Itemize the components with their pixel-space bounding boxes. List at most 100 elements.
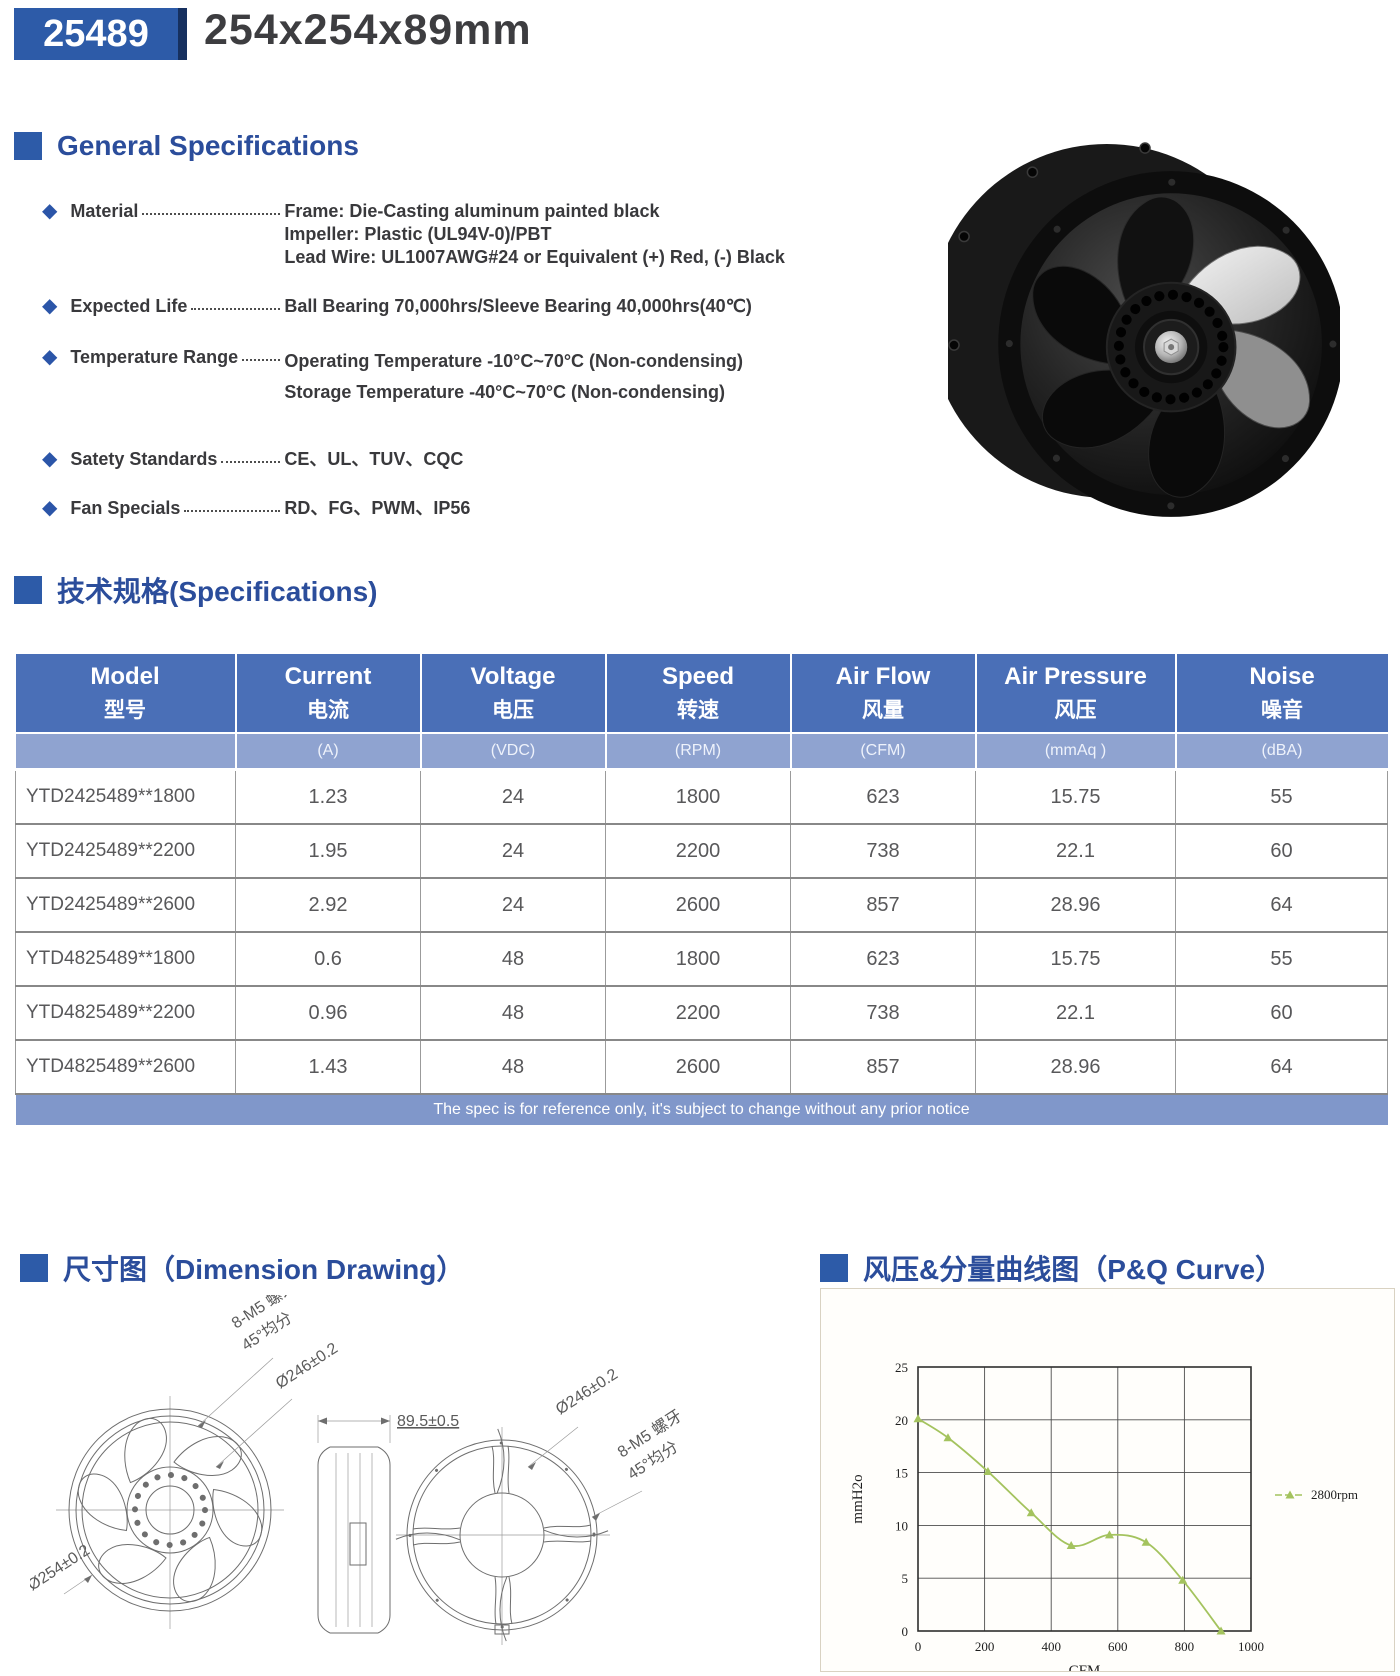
rear-view: Ø246±0.2 8-M5 螺牙 45°均分 bbox=[395, 1366, 685, 1645]
value-cell: 28.96 bbox=[975, 877, 1176, 933]
model-code-badge: 25489 bbox=[14, 8, 187, 60]
table-units-row: (A) (VDC) (RPM) (CFM) (mmAq ) (dBA) bbox=[15, 732, 1388, 771]
value-cell: 2200 bbox=[605, 985, 791, 1041]
spec-row-safety-standards: ◆ Satety Standards CE、UL、TUV、CQC bbox=[42, 448, 942, 471]
value-cell: 24 bbox=[420, 769, 606, 825]
section-title: 风压&分量曲线图（P&Q Curve） bbox=[863, 1254, 1284, 1285]
unit-cell: (mmAq ) bbox=[975, 732, 1177, 771]
section-general-specifications: General Specifications bbox=[14, 130, 359, 162]
unit-cell: (A) bbox=[235, 732, 422, 771]
value-cell: 2200 bbox=[605, 823, 791, 879]
spec-line: Frame: Die-Casting aluminum painted blac… bbox=[284, 201, 660, 221]
value-cell: 64 bbox=[1175, 877, 1388, 933]
spec-row-fan-specials: ◆ Fan Specials RD、FG、PWM、IP56 bbox=[42, 497, 942, 520]
value-cell: 28.96 bbox=[975, 1039, 1176, 1095]
value-cell: 1.95 bbox=[235, 823, 421, 879]
diamond-bullet-icon: ◆ bbox=[42, 295, 58, 317]
model-cell: YTD2425489**2200 bbox=[15, 823, 236, 879]
svg-text:800: 800 bbox=[1175, 1639, 1195, 1654]
dim-rear-dia-label: Ø246±0.2 bbox=[553, 1366, 621, 1419]
value-cell: 0.6 bbox=[235, 931, 421, 987]
unit-cell: (CFM) bbox=[790, 732, 977, 771]
svg-text:20: 20 bbox=[895, 1413, 908, 1428]
section-title: 尺寸图（Dimension Drawing） bbox=[63, 1254, 465, 1285]
value-cell: 1800 bbox=[605, 931, 791, 987]
spec-label: Satety Standards bbox=[70, 449, 218, 469]
general-spec-list: ◆ Material Frame: Die-Casting aluminum p… bbox=[42, 200, 942, 520]
value-cell: 2600 bbox=[605, 1039, 791, 1095]
value-cell: 738 bbox=[790, 823, 976, 879]
section-marker-icon bbox=[14, 132, 42, 160]
value-cell: 24 bbox=[420, 877, 606, 933]
col-header-model: Model 型号 bbox=[15, 654, 237, 733]
section-marker-icon bbox=[20, 1254, 48, 1282]
spec-value: RD、FG、PWM、IP56 bbox=[284, 497, 470, 520]
dim-side-width-label: 89.5±0.5 bbox=[397, 1413, 459, 1430]
page-title: 254x254x89mm bbox=[204, 6, 532, 54]
svg-text:15: 15 bbox=[895, 1466, 908, 1481]
specifications-table: Model 型号 Current 电流 Voltage 电压 Speed 转速 Air … bbox=[15, 654, 1388, 1125]
section-title: General Specifications bbox=[57, 130, 359, 161]
unit-cell: (VDC) bbox=[420, 732, 607, 771]
section-title: 技术规格(Specifications) bbox=[57, 576, 378, 607]
col-header-airpressure: Air Pressure 风压 bbox=[975, 654, 1177, 733]
svg-text:25: 25 bbox=[895, 1360, 908, 1375]
svg-text:600: 600 bbox=[1108, 1639, 1128, 1654]
value-cell: 2.92 bbox=[235, 877, 421, 933]
value-cell: 857 bbox=[790, 877, 976, 933]
spec-line: RD、FG、PWM、IP56 bbox=[284, 498, 471, 518]
value-cell: 15.75 bbox=[975, 931, 1176, 987]
front-view: 8-M5 螺牙 45°均分 Ø246±0.2 Ø254±0.2 bbox=[30, 1295, 341, 1629]
spec-value: Ball Bearing 70,000hrs/Sleeve Bearing 40… bbox=[284, 295, 751, 318]
table-footer-row: The spec is for reference only, it's sub… bbox=[15, 1094, 1388, 1125]
pq-curve-plot: 0 200 400 600 800 1000 0 5 10 15 20 25 CFM mmH2o 2800r… bbox=[850, 1360, 1358, 1676]
section-pq-curve: 风压&分量曲线图（P&Q Curve） bbox=[820, 1248, 1283, 1288]
spec-label: Expected Life bbox=[70, 296, 188, 316]
dotted-leader bbox=[221, 448, 281, 463]
table-row: YTD2425489**2600 2.92 24 2600 857 28.96 64 bbox=[15, 877, 1388, 933]
spec-row-temperature-range: ◆ Temperature Range Operating Temperatur… bbox=[42, 346, 942, 408]
model-cell: YTD4825489**2200 bbox=[15, 985, 236, 1041]
dim-frame-dia-label: Ø254±0.2 bbox=[30, 1542, 93, 1595]
value-cell: 22.1 bbox=[975, 985, 1176, 1041]
spec-value: Frame: Die-Casting aluminum painted blac… bbox=[284, 200, 784, 269]
value-cell: 24 bbox=[420, 823, 606, 879]
spec-row-expected-life: ◆ Expected Life Ball Bearing 70,000hrs/S… bbox=[42, 295, 942, 318]
diamond-bullet-icon: ◆ bbox=[42, 497, 58, 519]
svg-text:10: 10 bbox=[895, 1518, 908, 1533]
col-header-voltage: Voltage 电压 bbox=[420, 654, 607, 733]
section-marker-icon bbox=[820, 1254, 848, 1282]
pq-curve-chart: 0 200 400 600 800 1000 0 5 10 15 20 25 CFM mmH2o 2800r… bbox=[820, 1288, 1395, 1676]
value-cell: 857 bbox=[790, 1039, 976, 1095]
spec-value: Operating Temperature -10°C~70°C (Non-co… bbox=[284, 346, 743, 408]
value-cell: 0.96 bbox=[235, 985, 421, 1041]
spec-label: Fan Specials bbox=[70, 498, 181, 518]
spec-line: Impeller: Plastic (UL94V-0)/PBT bbox=[284, 224, 552, 244]
col-header-noise: Noise 噪音 bbox=[1175, 654, 1388, 733]
value-cell: 48 bbox=[420, 985, 606, 1041]
col-header-airflow: Air Flow 风量 bbox=[790, 654, 977, 733]
svg-text:400: 400 bbox=[1041, 1639, 1061, 1654]
value-cell: 55 bbox=[1175, 769, 1388, 825]
value-cell: 2600 bbox=[605, 877, 791, 933]
dimension-drawing: 8-M5 螺牙 45°均分 Ø246±0.2 Ø254±0.2 89.5±0.5 bbox=[30, 1295, 685, 1645]
value-cell: 64 bbox=[1175, 1039, 1388, 1095]
model-cell: YTD2425489**2600 bbox=[15, 877, 236, 933]
value-cell: 1800 bbox=[605, 769, 791, 825]
table-row: YTD4825489**2600 1.43 48 2600 857 28.96 64 bbox=[15, 1039, 1388, 1095]
section-specifications: 技术规格(Specifications) bbox=[14, 570, 377, 610]
value-cell: 1.43 bbox=[235, 1039, 421, 1095]
model-cell: YTD4825489**1800 bbox=[15, 931, 236, 987]
svg-text:mmH2o: mmH2o bbox=[850, 1474, 866, 1523]
unit-cell: (dBA) bbox=[1175, 732, 1388, 771]
table-row: YTD4825489**2200 0.96 48 2200 738 22.1 60 bbox=[15, 985, 1388, 1041]
value-cell: 48 bbox=[420, 1039, 606, 1095]
diamond-bullet-icon: ◆ bbox=[42, 448, 58, 470]
side-view: 89.5±0.5 bbox=[317, 1413, 459, 1634]
value-cell: 623 bbox=[790, 769, 976, 825]
spec-line: Lead Wire: UL1007AWG#24 or Equivalent (+… bbox=[284, 247, 785, 267]
svg-text:2800rpm: 2800rpm bbox=[1311, 1487, 1358, 1502]
diamond-bullet-icon: ◆ bbox=[42, 200, 58, 222]
value-cell: 60 bbox=[1175, 823, 1388, 879]
svg-text:0: 0 bbox=[915, 1639, 922, 1654]
